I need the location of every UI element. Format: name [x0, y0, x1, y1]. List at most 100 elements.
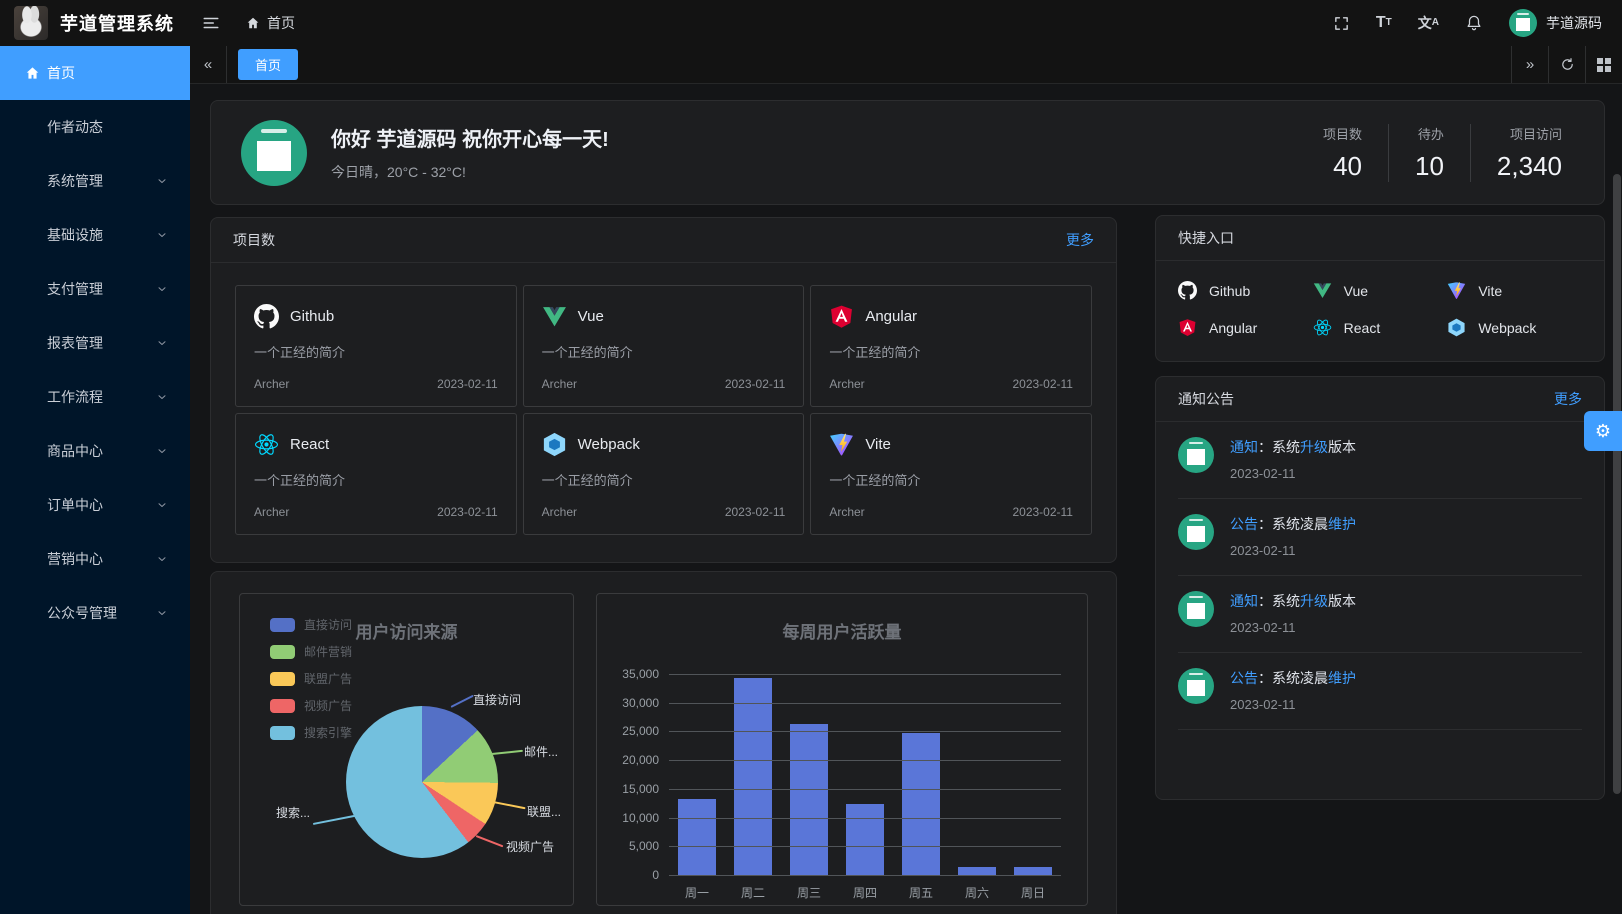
- gridline: [669, 674, 1061, 675]
- gridline: [669, 817, 1061, 819]
- bar[interactable]: [678, 798, 716, 875]
- bar[interactable]: [734, 678, 772, 875]
- pie-label-line: [491, 749, 523, 755]
- bar-slot: [837, 674, 893, 875]
- notice-item[interactable]: 通知：系统升级版本 2023-02-11: [1178, 422, 1582, 499]
- shortcut-vue[interactable]: Vue: [1313, 281, 1448, 300]
- bar-slot: [669, 674, 725, 875]
- project-card-vue[interactable]: Vue 一个正经的简介 Archer 2023-02-11: [522, 285, 805, 407]
- sidebar-item-system[interactable]: 系统管理: [0, 154, 190, 208]
- x-tick-label: 周一: [684, 886, 709, 900]
- bar-chart-title: 每周用户活跃量: [782, 623, 902, 642]
- project-card-github[interactable]: Github 一个正经的简介 Archer 2023-02-11: [235, 285, 517, 407]
- user-menu[interactable]: 芋道源码: [1509, 9, 1602, 37]
- bar-slot: [781, 674, 837, 875]
- shortcut-webpack[interactable]: Webpack: [1447, 318, 1582, 337]
- react-icon: [254, 432, 279, 457]
- bar-slot: [893, 674, 949, 875]
- notice-avatar: [1178, 437, 1214, 473]
- sidebar-item-order[interactable]: 订单中心: [0, 478, 190, 532]
- gridline: [669, 846, 1061, 848]
- sidebar-item-wechat[interactable]: 公众号管理: [0, 586, 190, 640]
- breadcrumb[interactable]: 首页: [246, 13, 295, 33]
- shortcut-vite[interactable]: Vite: [1447, 281, 1582, 300]
- legend-item[interactable]: 视频广告: [270, 697, 352, 714]
- bar[interactable]: [790, 723, 828, 875]
- bar[interactable]: [902, 733, 940, 875]
- bar[interactable]: [958, 867, 996, 875]
- shortcut-react[interactable]: React: [1313, 318, 1448, 337]
- legend-item[interactable]: 联盟广告: [270, 670, 352, 687]
- legend-item[interactable]: 邮件营销: [270, 643, 352, 660]
- vite-icon: [829, 432, 854, 457]
- sidebar-item-pay[interactable]: 支付管理: [0, 262, 190, 316]
- project-card-vite[interactable]: Vite 一个正经的简介 Archer 2023-02-11: [810, 413, 1092, 535]
- sidebar-item-marketing[interactable]: 营销中心: [0, 532, 190, 586]
- shortcut-angular[interactable]: Angular: [1178, 318, 1313, 337]
- bar-slot: [1005, 674, 1061, 875]
- gridline: [669, 702, 1061, 704]
- pie-legend: 直接访问 邮件营销 联盟广告 视频广告 搜索引擎: [270, 616, 352, 751]
- notice-item[interactable]: 公告：系统凌晨维护 2023-02-11: [1178, 499, 1582, 576]
- github-icon: [254, 304, 279, 329]
- notice-avatar: [1178, 514, 1214, 550]
- tabs-menu-icon[interactable]: [1585, 46, 1622, 83]
- sidebar-item-infra[interactable]: 基础设施: [0, 208, 190, 262]
- sidebar-item-product[interactable]: 商品中心: [0, 424, 190, 478]
- tabs-scroll-left-button[interactable]: «: [190, 46, 227, 83]
- legend-item[interactable]: 直接访问: [270, 616, 352, 633]
- y-tick-label: 0: [652, 868, 659, 882]
- bar-chart-card: 每周用户活跃量 0 5,000 10,000 15,000 20,000 25,000 30…: [596, 593, 1088, 906]
- tab-bar: « 首页 »: [190, 46, 1622, 84]
- refresh-icon[interactable]: [1548, 46, 1585, 83]
- pie-label: 搜索...: [275, 806, 310, 820]
- project-card-angular[interactable]: Angular 一个正经的简介 Archer 2023-02-11: [810, 285, 1092, 407]
- project-card-react[interactable]: React 一个正经的简介 Archer 2023-02-11: [235, 413, 517, 535]
- legend-swatch: [270, 725, 295, 740]
- legend-item[interactable]: 搜索引擎: [270, 724, 352, 741]
- legend-swatch: [270, 698, 295, 713]
- pie-label-line: [312, 814, 359, 825]
- bell-icon[interactable]: [1465, 14, 1483, 32]
- project-card-webpack[interactable]: Webpack 一个正经的简介 Archer 2023-02-11: [522, 413, 805, 535]
- bar[interactable]: [1014, 867, 1052, 875]
- sidebar: 首页 作者动态 系统管理 基础设施 支付管理 报表管理 工作流程 商品中心 订单…: [0, 46, 190, 914]
- x-tick-label: 周四: [852, 886, 877, 900]
- notice-item[interactable]: 通知：系统升级版本 2023-02-11: [1178, 576, 1582, 653]
- chevron-down-icon: [156, 175, 168, 187]
- notice-item[interactable]: 公告：系统凌晨维护 2023-02-11: [1178, 653, 1582, 730]
- y-tick-label: 30,000: [622, 695, 659, 710]
- home-icon: [246, 16, 260, 30]
- shortcuts-title: 快捷入口: [1178, 230, 1234, 246]
- notices-more-link[interactable]: 更多: [1554, 391, 1582, 407]
- app-logo: [14, 6, 48, 40]
- shortcuts-panel: 快捷入口 Github Vue Vite Angular React Webpa…: [1155, 215, 1605, 362]
- sidebar-item-author[interactable]: 作者动态: [47, 119, 103, 135]
- projects-grid: Github 一个正经的简介 Archer 2023-02-11 Vue 一个正经…: [211, 263, 1116, 557]
- chevron-down-icon: [156, 607, 168, 619]
- legend-swatch: [270, 617, 295, 632]
- chevron-down-icon: [156, 445, 168, 457]
- fullscreen-icon[interactable]: [1333, 15, 1350, 32]
- collapse-menu-icon[interactable]: [202, 14, 220, 32]
- scrollbar-thumb[interactable]: [1613, 174, 1621, 794]
- tab-home[interactable]: 首页: [238, 49, 299, 80]
- notices-title: 通知公告: [1178, 391, 1234, 407]
- shortcut-github[interactable]: Github: [1178, 281, 1313, 300]
- sidebar-item-home[interactable]: 首页: [0, 46, 190, 100]
- sidebar-item-workflow[interactable]: 工作流程: [0, 370, 190, 424]
- pie-graphic: [346, 706, 498, 858]
- y-tick-label: 10,000: [622, 810, 659, 825]
- projects-more-link[interactable]: 更多: [1066, 232, 1094, 248]
- bar-plot: [669, 674, 1061, 876]
- tabs-scroll-right-button[interactable]: »: [1511, 46, 1548, 83]
- greeting-card: 你好 芋道源码 祝你开心每一天! 今日晴，20°C - 32°C! 项目数 40…: [210, 100, 1605, 205]
- bar-x-axis: 周一 周二 周三 周四 周五 周六 周日: [669, 884, 1061, 901]
- pie-chart-card: 用户访问来源 直接访问 邮件营销 联盟广告 视频广告 搜索引擎 直接访问 邮件.…: [239, 593, 574, 906]
- y-tick-label: 5,000: [628, 839, 659, 854]
- sidebar-item-report[interactable]: 报表管理: [0, 316, 190, 370]
- settings-button[interactable]: ⚙: [1584, 411, 1622, 451]
- bar[interactable]: [846, 804, 884, 875]
